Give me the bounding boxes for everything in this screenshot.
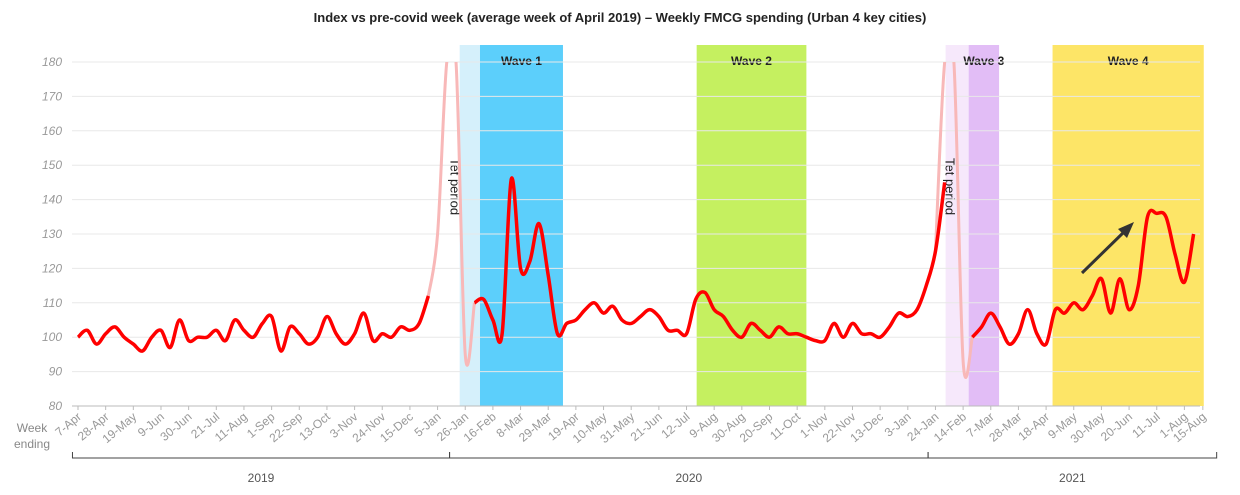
chart-title: Index vs pre-covid week (average week of… xyxy=(314,10,927,25)
group-bracket xyxy=(927,452,1218,459)
arrow xyxy=(1080,222,1134,275)
y-tick-label: 150 xyxy=(42,158,62,172)
x-axis-label: Week ending xyxy=(13,421,51,451)
x-tick-label: 16-Feb xyxy=(461,409,499,444)
band xyxy=(696,45,807,406)
band xyxy=(945,45,969,406)
y-tick-label: 140 xyxy=(42,193,62,207)
series-line xyxy=(426,62,974,379)
y-tick-label: 80 xyxy=(49,399,63,413)
group-label: 2021 xyxy=(1059,471,1086,485)
y-tick-label: 110 xyxy=(43,296,62,310)
y-tick-label: 130 xyxy=(42,227,62,241)
x-tick-label: 20-Jun xyxy=(1098,410,1135,444)
band xyxy=(479,45,563,406)
y-tick-label: 90 xyxy=(49,365,63,379)
x-tick-label: 18-Apr xyxy=(1015,410,1052,444)
x-tick-label: 30-Jun xyxy=(157,410,194,444)
band-label: Wave 2 xyxy=(731,54,772,68)
y-tick-label: 120 xyxy=(42,261,62,275)
series-line xyxy=(76,176,1196,353)
y-tick-label: 100 xyxy=(42,330,62,344)
x-tick-label: 11-Jul xyxy=(1129,410,1162,441)
band-label: Wave 3 xyxy=(963,54,1004,68)
x-tick-label: 13-Oct xyxy=(296,409,333,443)
y-tick-label: 170 xyxy=(42,89,62,103)
y-tick-label: 180 xyxy=(42,55,62,69)
group-label: 2020 xyxy=(675,471,702,485)
y-tick-label: 160 xyxy=(42,124,62,138)
band xyxy=(968,45,1000,406)
group-bracket xyxy=(71,452,451,459)
group-label: 2019 xyxy=(248,471,275,485)
x-tick-label: 21-Jun xyxy=(628,410,665,444)
band-label: Wave 4 xyxy=(1108,54,1149,68)
group-bracket xyxy=(449,452,929,459)
x-tick-label: 14-Feb xyxy=(931,409,969,444)
x-tick-label: 12-Jul xyxy=(658,410,692,442)
band-label: Tet period xyxy=(943,158,958,215)
band-label: Wave 1 xyxy=(501,54,542,68)
x-tick-label: 11-Oct xyxy=(767,409,803,443)
